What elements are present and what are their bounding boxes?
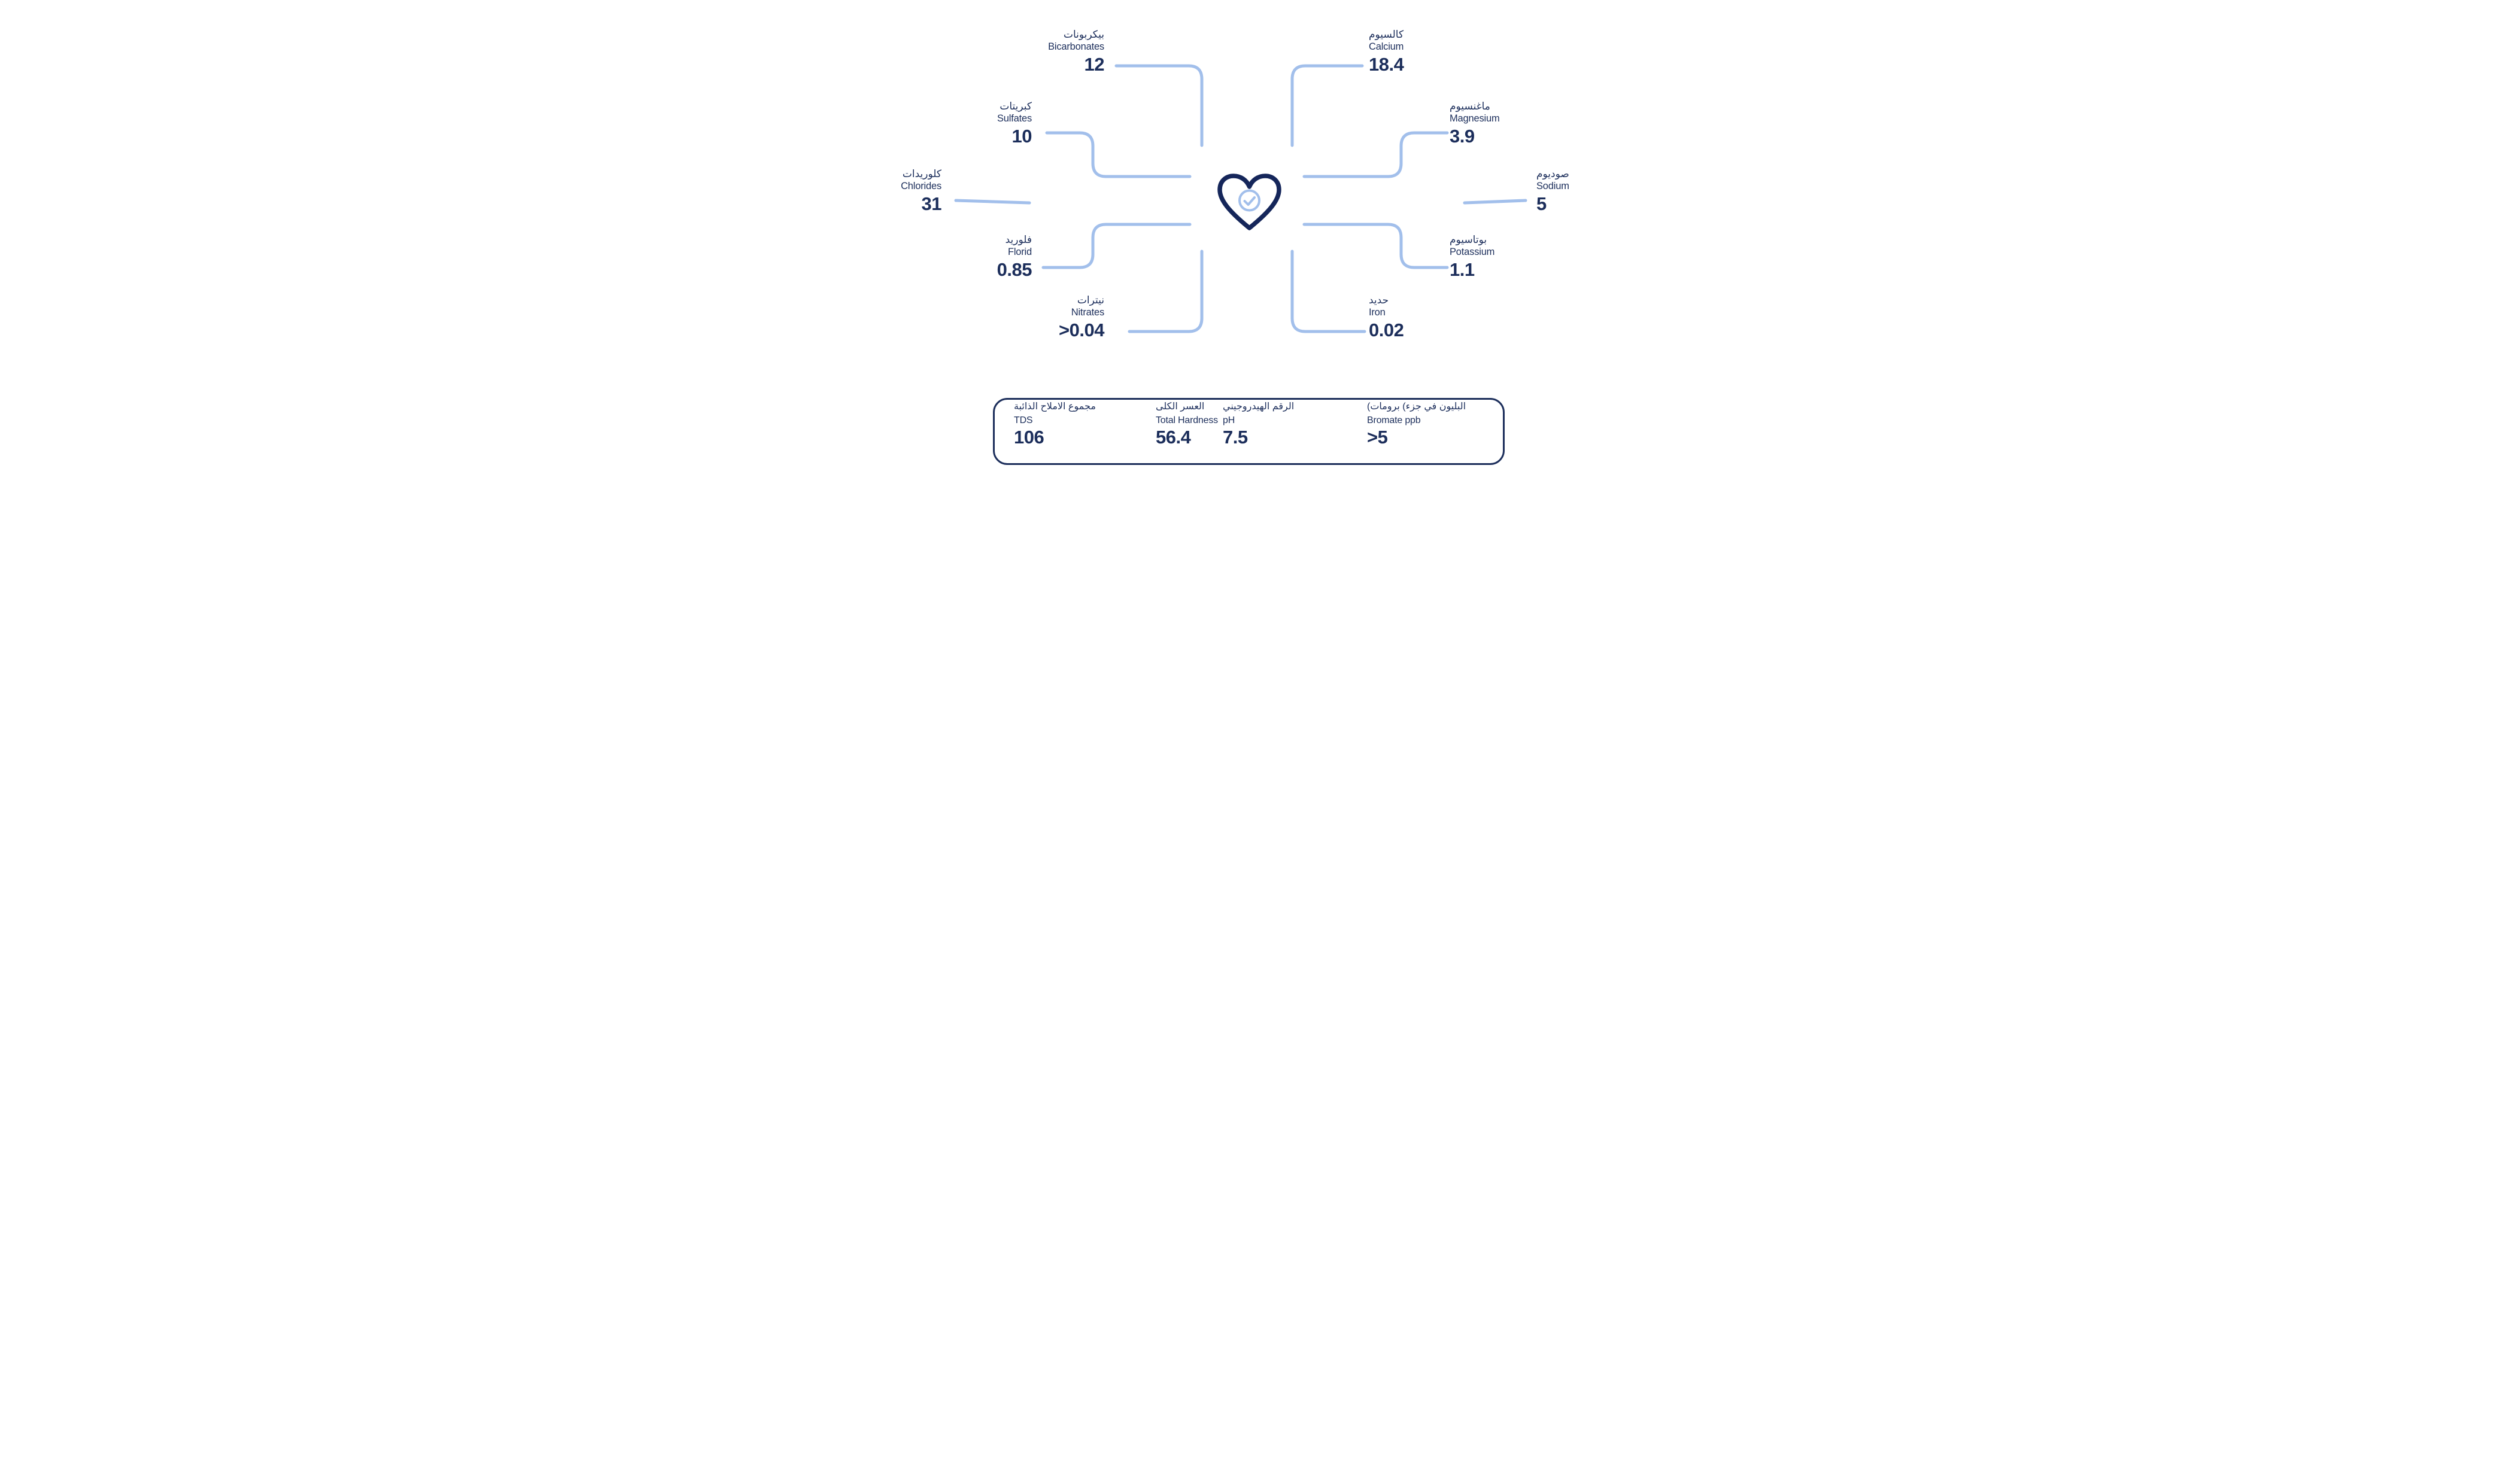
connector-lines-layer [954,64,1527,333]
mineral-label-arabic: كالسيوم [1369,29,1404,40]
sodium-connector-line [1463,199,1527,205]
iron-connector-line [1290,250,1366,333]
mineral-sulfates: كبريتات Sulfates 10 [997,100,1032,147]
mineral-label-english: Sulfates [997,113,1032,124]
mineral-potassium: بوتاسيوم Potassium 1.1 [1450,233,1494,281]
chlorides-connector-line [954,199,1031,205]
nitrates-connector-line [1128,250,1204,333]
summary-label-arabic: (برومات‎ (جزء‎ في‎ البليون [1367,402,1466,412]
potassium-connector-line [1302,223,1449,269]
summary-label-arabic: الرقم الهيدروجيني [1223,402,1295,412]
heart-icon [1217,174,1281,230]
summary-value: >5 [1367,427,1388,448]
mineral-label-english: Sodium [1536,181,1569,191]
mineral-label-arabic: بيكربونات [1063,29,1104,40]
mineral-label-arabic: بوتاسيوم [1450,234,1487,245]
mineral-florid: فلوريد Florid 0.85 [997,233,1032,281]
summary-tds: مجموع الاملاح الذائبة TDS 106 [1014,400,1096,448]
magnesium-connector-line [1302,131,1449,178]
check-circle-icon [1238,189,1260,212]
mineral-sodium: صوديوم Sodium 5 [1536,168,1569,215]
mineral-label-english: Nitrates [1071,307,1104,318]
mineral-label-arabic: صوديوم [1536,168,1569,180]
mineral-value: 18.4 [1369,54,1404,75]
check-icon [1243,196,1256,206]
heart-check-icon [1217,174,1281,230]
mineral-chlorides: كلوريدات Chlorides 31 [901,168,941,215]
mineral-label-english: Potassium [1450,247,1495,257]
summary-label-english: TDS [1014,415,1033,425]
calcium-connector-line [1290,64,1364,147]
mineral-label-english: Magnesium [1450,113,1500,124]
mineral-bicarbonates: بيكربونات Bicarbonates 12 [1048,28,1104,75]
mineral-label-arabic: حديد [1369,294,1389,306]
mineral-label-english: Iron [1369,307,1386,318]
mineral-value: 0.02 [1369,320,1404,340]
mineral-label-english: Chlorides [901,181,941,191]
summary-total-hardness: العسر الكلى Total Hardness 56.4 [1156,400,1218,448]
sulfates-connector-line [1045,131,1192,178]
mineral-value: 3.9 [1450,126,1475,147]
summary-label-arabic: العسر الكلى [1156,402,1205,412]
mineral-nitrates: نيترات Nitrates >0.04 [1059,294,1104,341]
summary-label-english: pH [1223,415,1235,425]
mineral-value: 12 [1084,54,1105,75]
summary-label-english: Total Hardness [1156,415,1218,425]
summary-bromate: (برومات‎ (جزء‎ في‎ البليون Bromate ppb >… [1367,400,1466,448]
bicarbonates-connector-line [1114,64,1204,147]
mineral-label-english: Bicarbonates [1048,41,1104,52]
mineral-value: 1.1 [1450,259,1475,280]
summary-box [993,398,1505,465]
water-minerals-infographic: بيكربونات Bicarbonates 12 كبريتات Sulfat… [831,0,1663,495]
florid-connector-line [1041,223,1192,269]
summary-value: 106 [1014,427,1044,448]
summary-value: 7.5 [1223,427,1248,448]
mineral-magnesium: ماغنسيوم Magnesium 3.9 [1450,100,1500,147]
mineral-calcium: كالسيوم Calcium 18.4 [1369,28,1404,75]
mineral-label-arabic: كبريتات [1000,101,1032,112]
summary-value: 56.4 [1156,427,1191,448]
mineral-iron: حديد Iron 0.02 [1369,294,1404,341]
mineral-value: 10 [1011,126,1032,147]
mineral-value: 0.85 [997,259,1032,280]
mineral-label-arabic: كلوريدات [902,168,941,180]
mineral-value: >0.04 [1059,320,1104,340]
mineral-label-english: Florid [1007,247,1032,257]
mineral-label-arabic: ماغنسيوم [1450,101,1490,112]
mineral-value: 5 [1536,193,1547,214]
mineral-label-english: Calcium [1369,41,1404,52]
summary-label-english: Bromate ppb [1367,415,1421,425]
summary-label-arabic: مجموع الاملاح الذائبة [1014,402,1096,412]
summary-ph: الرقم الهيدروجيني pH 7.5 [1223,400,1294,448]
mineral-label-arabic: فلوريد [1005,234,1032,245]
mineral-label-arabic: نيترات [1077,294,1104,306]
mineral-value: 31 [921,193,942,214]
